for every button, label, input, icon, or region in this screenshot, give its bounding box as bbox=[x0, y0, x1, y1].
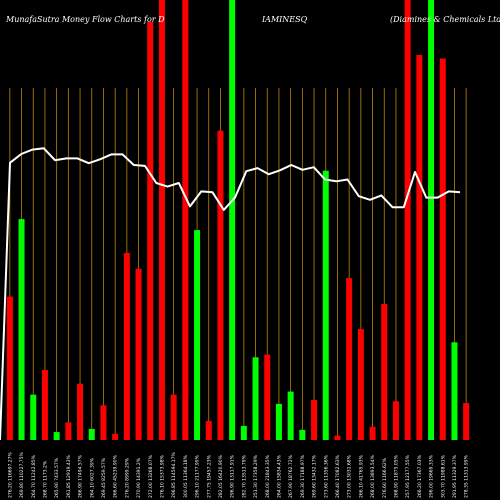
x-tick-label: 257.95 12177.55% bbox=[405, 454, 411, 498]
money-flow-bar bbox=[205, 421, 212, 440]
x-tick-label: 282.70 13513.79% bbox=[241, 454, 247, 498]
x-tick-label: 269.60 13432.17% bbox=[312, 454, 318, 498]
x-tick-label: 273.60 11356.36% bbox=[323, 454, 329, 498]
money-flow-bar bbox=[229, 0, 236, 440]
money-flow-bar bbox=[77, 383, 84, 440]
x-tick-label: 296.85 114594.17% bbox=[171, 451, 177, 498]
money-flow-bar bbox=[135, 268, 142, 440]
x-tick-label: 272.00 13268.07% bbox=[148, 454, 154, 498]
x-tick-label: 269.45 8259.57% bbox=[101, 457, 107, 498]
money-flow-bar bbox=[182, 0, 189, 440]
x-tick-label: 273.00 13031.68% bbox=[347, 454, 353, 498]
x-tick-label: 265.90 7433.57% bbox=[54, 457, 60, 498]
x-tick-label: 296.00 19669.33% bbox=[429, 454, 435, 498]
money-flow-bar bbox=[287, 391, 294, 440]
header-left: MunafaSutra Money Flow Charts for D bbox=[5, 15, 165, 24]
money-flow-bar bbox=[88, 429, 95, 440]
money-flow-bar bbox=[322, 170, 329, 440]
money-flow-bar bbox=[404, 0, 411, 440]
x-tick-label: 276.10 15373.98% bbox=[159, 454, 165, 498]
money-flow-bar bbox=[392, 401, 399, 440]
x-tick-label: 268.70 1173.2% bbox=[42, 460, 48, 498]
money-flow-bar bbox=[311, 399, 318, 440]
x-tick-label: 266.10 41765.93% bbox=[358, 454, 364, 498]
money-flow-bar bbox=[100, 405, 107, 440]
money-flow-bar bbox=[428, 0, 435, 440]
x-tick-label: 269.80 110227.75% bbox=[19, 451, 25, 498]
x-tick-label: 270.90 14391.2% bbox=[136, 457, 142, 498]
x-tick-label: 268.00 21843.35% bbox=[265, 454, 271, 498]
x-tick-label: 303.70 11988.61% bbox=[440, 454, 446, 498]
money-flow-bar bbox=[41, 370, 48, 440]
x-tick-label: 276.60 1166.62% bbox=[382, 457, 388, 498]
x-tick-label: 264.70 11242.85% bbox=[31, 454, 37, 498]
money-flow-bar bbox=[170, 394, 177, 440]
x-tick-label: 264.00 15834.43% bbox=[276, 454, 282, 498]
x-tick-label: 267.90 18762.72% bbox=[288, 454, 294, 498]
money-flow-bar bbox=[252, 357, 259, 440]
x-tick-label: 264.10 6027.39% bbox=[89, 457, 95, 498]
money-flow-bar bbox=[381, 304, 388, 440]
money-flow-bar bbox=[240, 425, 247, 440]
money-flow-bar bbox=[217, 130, 224, 440]
x-tick-label: 269.30 17188.97% bbox=[300, 454, 306, 498]
x-tick-label: 282.05 16420.90% bbox=[218, 454, 224, 498]
money-flow-bar bbox=[194, 230, 201, 440]
x-tick-label: 278.35 11313.99% bbox=[464, 454, 470, 498]
money-flow-bar bbox=[53, 432, 60, 440]
money-flow-bar bbox=[439, 58, 446, 441]
tick-layer: 276.20 116697.27% 269.80 110227.75% 264.70… bbox=[7, 451, 469, 498]
x-tick-label: 296.90 13117.91% bbox=[230, 454, 236, 498]
money-flow-line bbox=[0, 147, 461, 441]
x-tick-label: 266.20 17367.03% bbox=[417, 454, 423, 498]
x-tick-label: 261.85 12919.43% bbox=[66, 454, 72, 498]
money-flow-bar bbox=[357, 329, 364, 440]
money-flow-bar bbox=[346, 278, 353, 440]
money-flow-bar bbox=[264, 354, 271, 440]
money-flow-bar bbox=[299, 429, 306, 440]
x-tick-label: 268.00 13893.54% bbox=[370, 454, 376, 498]
money-flow-bar bbox=[147, 22, 154, 440]
x-tick-label: 296.10 21177.99% bbox=[195, 454, 201, 498]
x-tick-label: 251.30 17358.29% bbox=[253, 454, 259, 498]
x-tick-label: 276.20 116697.27% bbox=[7, 451, 13, 498]
header-right: (Diamines & Chemicals Ltd) Mo bbox=[390, 15, 500, 24]
money-flow-bar bbox=[369, 426, 376, 440]
x-tick-label: 268.90 11875.05% bbox=[393, 454, 399, 498]
money-flow-bar bbox=[334, 435, 341, 440]
money-flow-bar bbox=[112, 433, 119, 440]
money-flow-bar bbox=[416, 55, 423, 440]
money-flow-bar bbox=[30, 394, 37, 440]
x-tick-label: 300.05 11364.18% bbox=[183, 454, 189, 498]
line-layer bbox=[0, 147, 461, 441]
x-tick-label: 266.90 17494.57% bbox=[78, 454, 84, 498]
money-flow-bar bbox=[158, 0, 165, 440]
money-flow-bar bbox=[65, 422, 72, 440]
money-flow-bar bbox=[451, 342, 458, 440]
money-flow-bar bbox=[275, 403, 282, 440]
x-tick-label: 277.75 19457.23% bbox=[206, 454, 212, 498]
money-flow-bar bbox=[18, 219, 25, 440]
bar-layer bbox=[6, 0, 470, 441]
x-tick-label: 266.40 17082.63% bbox=[335, 454, 341, 498]
money-flow-bar bbox=[6, 296, 13, 440]
money-flow-bar bbox=[123, 253, 130, 440]
money-flow-bar bbox=[463, 403, 470, 440]
x-tick-label: 291.95 11329.37% bbox=[452, 454, 458, 498]
header-center: IAMINESQ bbox=[261, 15, 308, 24]
x-tick-label: 276.20 8999.29% bbox=[124, 457, 130, 498]
x-tick-label: 266.60 45239.90% bbox=[113, 454, 119, 498]
